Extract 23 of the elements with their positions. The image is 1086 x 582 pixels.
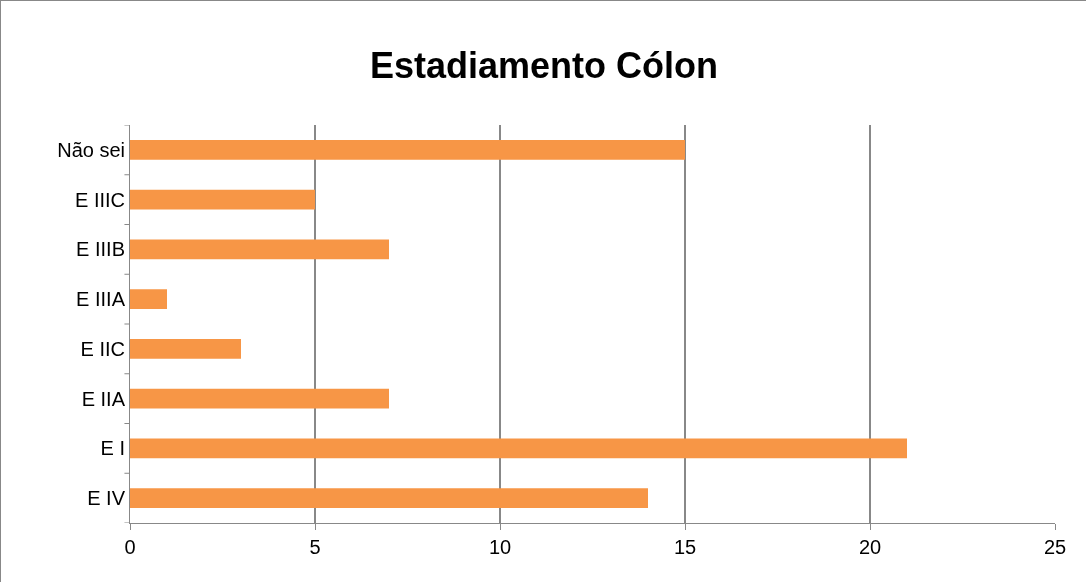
x-tick-label: 25 bbox=[1043, 536, 1067, 558]
y-tick-label: E IIIA bbox=[76, 288, 126, 311]
y-tick-label: E IIIC bbox=[74, 188, 125, 211]
y-tick-label: E IIC bbox=[80, 337, 125, 360]
y-tick-label: E IIIB bbox=[76, 238, 125, 261]
y-tick-label: E IIA bbox=[81, 387, 126, 410]
bar bbox=[130, 189, 315, 210]
y-tick-label: E I bbox=[100, 437, 125, 460]
x-tick-label: 5 bbox=[309, 536, 321, 558]
bar bbox=[130, 338, 241, 359]
x-tick-label: 0 bbox=[124, 536, 136, 558]
bar bbox=[130, 139, 685, 160]
bar bbox=[130, 388, 389, 409]
y-tick-label: E IV bbox=[87, 487, 126, 510]
x-tick-label: 15 bbox=[673, 536, 697, 558]
bar bbox=[130, 438, 907, 459]
x-tick-label: 10 bbox=[488, 536, 512, 558]
bar bbox=[130, 239, 389, 260]
chart-title: Estadiamento Cólon bbox=[369, 44, 719, 86]
x-tick-label: 20 bbox=[858, 536, 882, 558]
y-tick-label: Não sei bbox=[57, 138, 125, 161]
bar bbox=[130, 289, 167, 310]
bar bbox=[130, 488, 648, 509]
